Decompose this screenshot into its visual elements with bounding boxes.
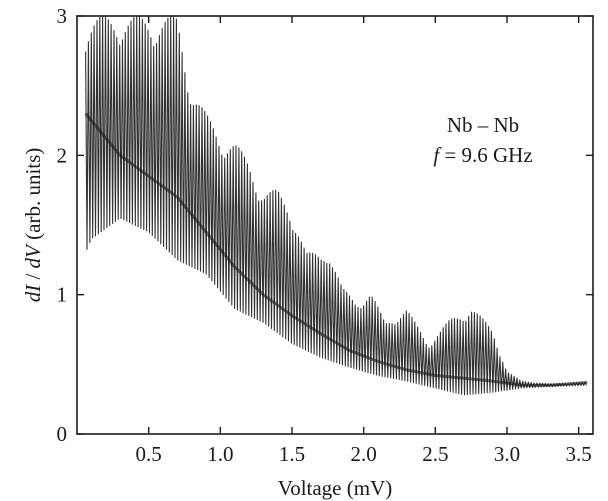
y-axis-label-var1: dI: [21, 284, 45, 303]
annotation-frequency: f = 9.6 GHz: [433, 143, 532, 167]
x-tick-label: 3.0: [494, 442, 520, 466]
y-tick-label: 1: [57, 283, 68, 307]
x-tick-label: 2.0: [351, 442, 377, 466]
x-tick-label: 2.5: [422, 442, 448, 466]
plot-frame: [76, 15, 594, 435]
axis-ticks: [77, 15, 593, 435]
x-tick-label: 1.0: [207, 442, 233, 466]
y-tick-label: 0: [57, 422, 68, 446]
series-oscillation: [85, 15, 587, 396]
y-axis-label-rest: (arb. units): [21, 148, 45, 245]
x-tick-label: 3.5: [566, 442, 592, 466]
y-tick-label: 2: [57, 143, 68, 167]
x-axis-label: Voltage (mV): [278, 476, 393, 500]
axis-tick-labels: 0.5 1.0 1.5 2.0 2.5 3.0 3.5 0 1 2 3: [57, 4, 592, 466]
annotation-junction: Nb – Nb: [447, 113, 519, 137]
annotation-frequency-var: f: [433, 143, 442, 167]
series-baseline: [84, 112, 588, 387]
y-tick-label: 3: [57, 4, 68, 28]
y-axis-label-var2: dV: [21, 243, 45, 269]
annotation-frequency-value: = 9.6 GHz: [439, 143, 533, 167]
series-curve: [84, 15, 588, 396]
y-axis-label-sep: /: [21, 268, 45, 284]
x-tick-label: 1.5: [279, 442, 305, 466]
y-axis-label: dI / dV (arb. units): [21, 148, 45, 303]
x-tick-label: 0.5: [136, 442, 162, 466]
